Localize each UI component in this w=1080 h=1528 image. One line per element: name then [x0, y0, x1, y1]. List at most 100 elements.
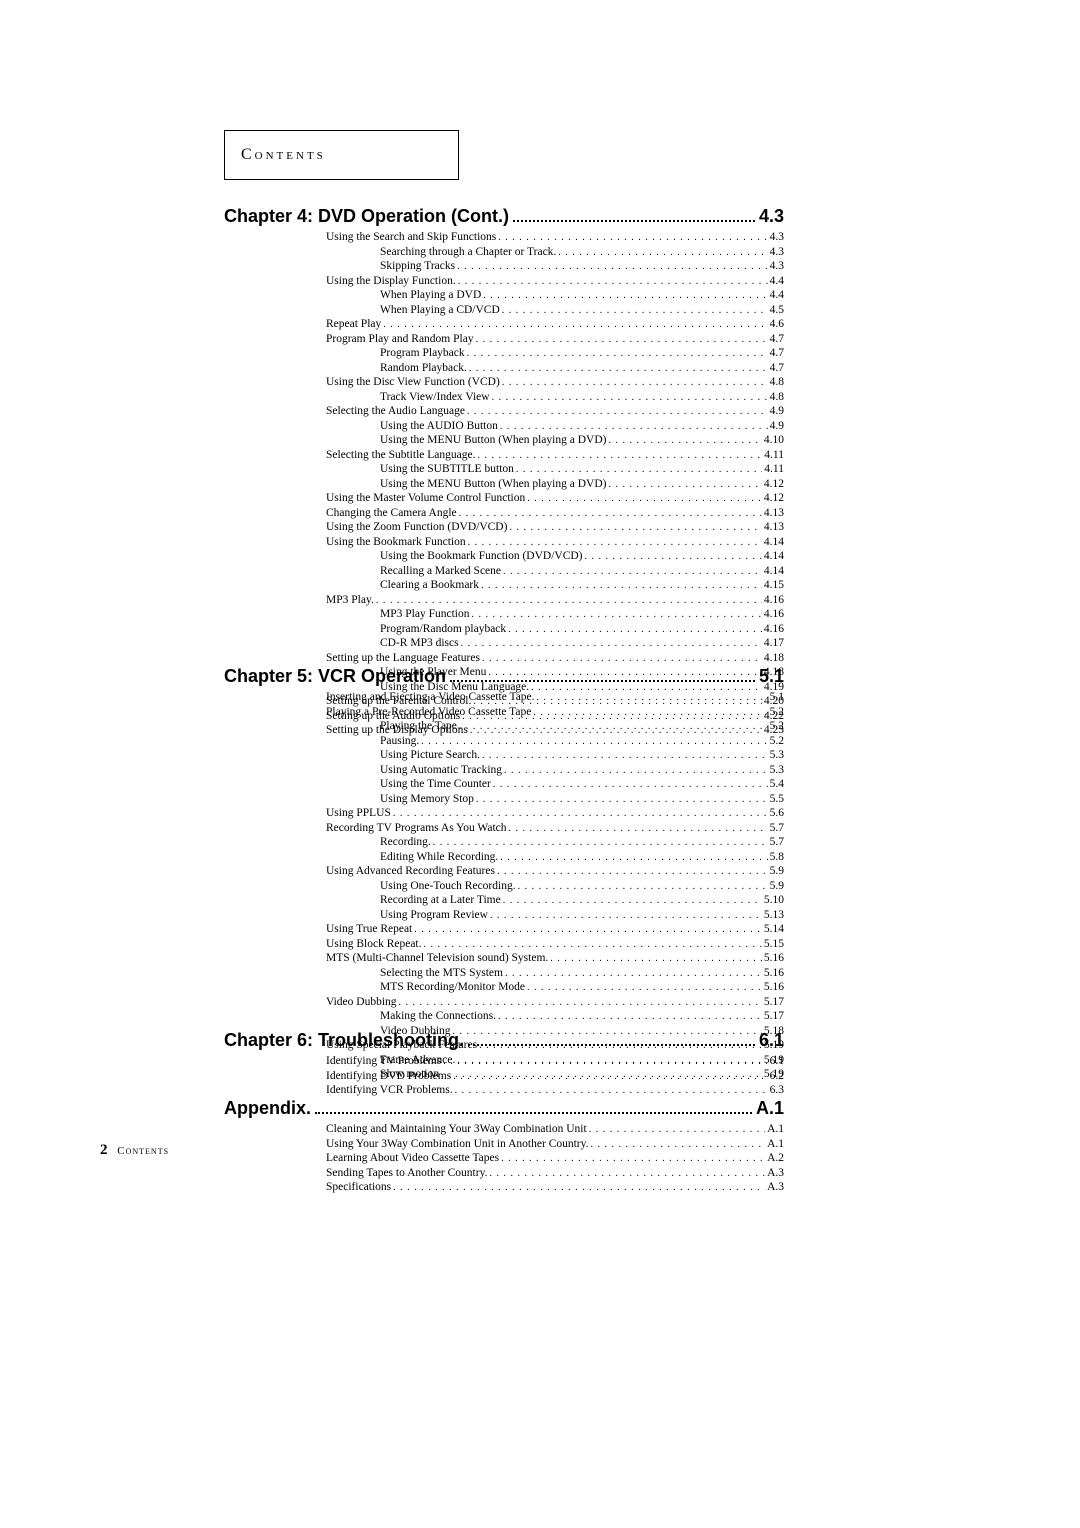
- toc-page: 4.4: [770, 274, 784, 288]
- toc-label: Using the MENU Button (When playing a DV…: [380, 477, 606, 491]
- toc-page: 5.15: [764, 937, 784, 951]
- toc-label: Using the Display Function.: [326, 274, 456, 288]
- toc-page: 5.17: [764, 1009, 784, 1023]
- leader: . . . . . . . . . . . . . . . . . . . . …: [482, 653, 762, 666]
- toc-entry: When Playing a DVD . . . . . . . . . . .…: [224, 288, 784, 303]
- title-box: Contents: [224, 130, 459, 180]
- leader: . . . . . . . . . . . . . . . . . . . . …: [424, 939, 762, 952]
- toc-label: Playing a Pre-Recorded Video Cassette Ta…: [326, 705, 531, 719]
- toc-entry: Using Memory Stop . . . . . . . . . . . …: [224, 792, 784, 807]
- toc-page: 4.17: [764, 636, 784, 650]
- chapter-heading: Chapter 4: DVD Operation (Cont.) 4.3: [224, 206, 784, 227]
- leader: . . . . . . . . . . . . . . . . . . . . …: [453, 1071, 767, 1084]
- leader: . . . . . . . . . . . . . . . . . . . . …: [492, 392, 768, 405]
- toc-entry: Using Advanced Recording Features . . . …: [224, 864, 784, 879]
- toc-label: Searching through a Chapter or Track.: [380, 245, 556, 259]
- toc-label: Using Automatic Tracking: [380, 763, 502, 777]
- toc-label: Specifications: [326, 1180, 391, 1194]
- toc-label: Recording TV Programs As You Watch: [326, 821, 507, 835]
- toc-label: Identifying TV Problems: [326, 1054, 441, 1068]
- toc-entry: Track View/Index View . . . . . . . . . …: [224, 390, 784, 405]
- toc-entry: Inserting and Ejecting a Video Cassette …: [224, 690, 784, 705]
- leader: . . . . . . . . . . . . . . . . . . . . …: [476, 794, 768, 807]
- toc-entry: Random Playback. . . . . . . . . . . . .…: [224, 361, 784, 376]
- chapter-page: A.1: [756, 1098, 784, 1119]
- leader: . . . . . . . . . . . . . . . . . . . . …: [558, 247, 767, 260]
- toc-label: Using the Zoom Function (DVD/VCD): [326, 520, 507, 534]
- leader: . . . . . . . . . . . . . . . . . . . . …: [433, 837, 768, 850]
- toc-label: Program/Random playback: [380, 622, 506, 636]
- leader: . . . . . . . . . . . . . . . . . . . . …: [527, 493, 762, 506]
- leader: . . . . . . . . . . . . . . . . . . . . …: [497, 866, 768, 879]
- leader: . . . . . . . . . . . . . . . . . . . . …: [383, 319, 767, 332]
- leader: . . . . . . . . . . . . . . . . . . . . …: [399, 997, 762, 1010]
- toc-label: Selecting the Audio Language: [326, 404, 465, 418]
- toc-label: Identifying DVD Problems: [326, 1069, 451, 1083]
- leader: . . . . . . . . . . . . . . . . . . . . …: [527, 982, 762, 995]
- toc-page: 5.2: [770, 719, 784, 733]
- chapter-line: Chapter 6: Troubleshooting. 6.1: [224, 1030, 784, 1051]
- toc-label: Using the Bookmark Function (DVD/VCD): [380, 549, 583, 563]
- toc-page: 4.8: [770, 390, 784, 404]
- toc-entry: Program Playback . . . . . . . . . . . .…: [224, 346, 784, 361]
- leader: . . . . . . . . . . . . . . . . . . . . …: [467, 348, 768, 361]
- leader: . . . . . . . . . . . . . . . . . . . . …: [537, 692, 768, 705]
- toc-page: A.3: [767, 1166, 784, 1180]
- toc-entry: Program Play and Random Play . . . . . .…: [224, 332, 784, 347]
- leader: . . . . . . . . . . . . . . . . . . . . …: [504, 765, 768, 778]
- toc-label: Using Program Review: [380, 908, 488, 922]
- chapter-heading: Chapter 6: Troubleshooting. 6.1: [224, 1030, 784, 1051]
- leader: . . . . . . . . . . . . . . . . . . . . …: [503, 895, 762, 908]
- chapter-title: Chapter 6: Troubleshooting.: [224, 1030, 464, 1051]
- title-text: Contents: [241, 146, 326, 164]
- toc-label: Using the Time Counter: [380, 777, 491, 791]
- leader: . . . . . . . . . . . . . . . . . . . . …: [498, 232, 767, 245]
- toc-entry: Specifications . . . . . . . . . . . . .…: [224, 1180, 784, 1195]
- toc-label: Repeat Play: [326, 317, 381, 331]
- toc-entry: Editing While Recording. . . . . . . . .…: [224, 850, 784, 865]
- toc-entry: MP3 Play Function . . . . . . . . . . . …: [224, 607, 784, 622]
- leader: . . . . . . . . . . . . . . . . . . . . …: [443, 1056, 767, 1069]
- toc-entry: Recalling a Marked Scene . . . . . . . .…: [224, 564, 784, 579]
- leader: . . . . . . . . . . . . . . . . . . . . …: [518, 881, 768, 894]
- toc-page: 5.5: [770, 792, 784, 806]
- toc-page: 4.16: [764, 622, 784, 636]
- toc-entry: Identifying TV Problems . . . . . . . . …: [224, 1054, 784, 1069]
- toc-entry: Using the Time Counter . . . . . . . . .…: [224, 777, 784, 792]
- toc-page: 4.4: [770, 288, 784, 302]
- leader: [513, 211, 755, 222]
- toc-label: Inserting and Ejecting a Video Cassette …: [326, 690, 535, 704]
- toc-label: Using Your 3Way Combination Unit in Anot…: [326, 1137, 589, 1151]
- chapter-page: 6.1: [759, 1030, 784, 1051]
- toc-page: 4.7: [770, 346, 784, 360]
- leader: . . . . . . . . . . . . . . . . . . . . …: [533, 707, 767, 720]
- toc-label: Recalling a Marked Scene: [380, 564, 501, 578]
- leader: . . . . . . . . . . . . . . . . . . . . …: [585, 551, 762, 564]
- leader: . . . . . . . . . . . . . . . . . . . . …: [455, 1085, 768, 1098]
- toc-label: Making the Connections.: [380, 1009, 496, 1023]
- toc-entry: Recording at a Later Time . . . . . . . …: [224, 893, 784, 908]
- toc-entry: Using the Master Volume Control Function…: [224, 491, 784, 506]
- toc-label: Skipping Tracks: [380, 259, 455, 273]
- leader: . . . . . . . . . . . . . . . . . . . . …: [505, 968, 762, 981]
- toc-entry: Using the Display Function. . . . . . . …: [224, 274, 784, 289]
- toc-label: Using PPLUS: [326, 806, 391, 820]
- toc-entry: Cleaning and Maintaining Your 3Way Combi…: [224, 1122, 784, 1137]
- chapter-heading: Appendix. A.1: [224, 1098, 784, 1119]
- toc-entry: Using the MENU Button (When playing a DV…: [224, 433, 784, 448]
- toc-label: Setting up the Language Features: [326, 651, 480, 665]
- toc-entry: Learning About Video Cassette Tapes . . …: [224, 1151, 784, 1166]
- leader: . . . . . . . . . . . . . . . . . . . . …: [608, 435, 761, 448]
- leader: . . . . . . . . . . . . . . . . . . . . …: [476, 334, 768, 347]
- toc-page: 4.7: [770, 361, 784, 375]
- toc-page: 4.18: [764, 651, 784, 665]
- toc-page: 5.16: [764, 951, 784, 965]
- toc-entry: When Playing a CD/VCD . . . . . . . . . …: [224, 303, 784, 318]
- leader: . . . . . . . . . . . . . . . . . . . . …: [459, 508, 762, 521]
- toc-entry: Identifying VCR Problems. . . . . . . . …: [224, 1083, 784, 1098]
- toc-page: 4.14: [764, 564, 784, 578]
- toc-entry: MTS (Multi-Channel Television sound) Sys…: [224, 951, 784, 966]
- leader: . . . . . . . . . . . . . . . . . . . . …: [477, 450, 762, 463]
- leader: . . . . . . . . . . . . . . . . . . . . …: [461, 638, 762, 651]
- toc-entry: Using True Repeat . . . . . . . . . . . …: [224, 922, 784, 937]
